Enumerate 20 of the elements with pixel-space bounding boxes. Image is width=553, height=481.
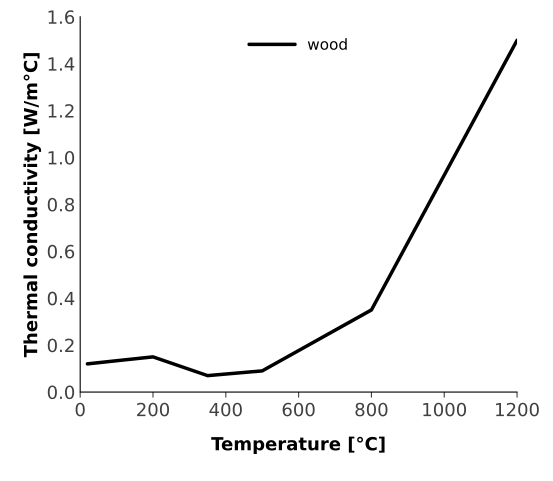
- x-tick-label: 1200: [496, 402, 539, 416]
- legend-label: wood: [308, 38, 347, 50]
- y-tick-label: 0.0: [48, 385, 74, 400]
- x-tick-label: 0: [76, 402, 85, 416]
- x-tick-label: 600: [282, 402, 315, 416]
- y-tick-label: 0.2: [48, 338, 74, 352]
- x-tick-label: 400: [209, 402, 242, 416]
- x-tick-label: 1000: [423, 402, 466, 416]
- y-tick-label: 1.0: [48, 150, 74, 165]
- y-tick-label: 0.4: [48, 292, 74, 306]
- line-series: [86, 38, 518, 378]
- y-tick-label: 1.2: [48, 104, 74, 118]
- y-tick-label: 0.6: [48, 244, 74, 258]
- y-axis-title: Thermal conductivity [W/m°C]: [23, 53, 42, 358]
- x-axis-title: Temperature [°C]: [211, 436, 385, 454]
- y-tick-label: 1.6: [48, 10, 74, 24]
- y-tick-label: 1.4: [48, 57, 74, 71]
- x-tick-label: 200: [137, 402, 170, 416]
- y-tick-label: 0.8: [48, 198, 74, 212]
- x-tick-label: 800: [355, 402, 388, 416]
